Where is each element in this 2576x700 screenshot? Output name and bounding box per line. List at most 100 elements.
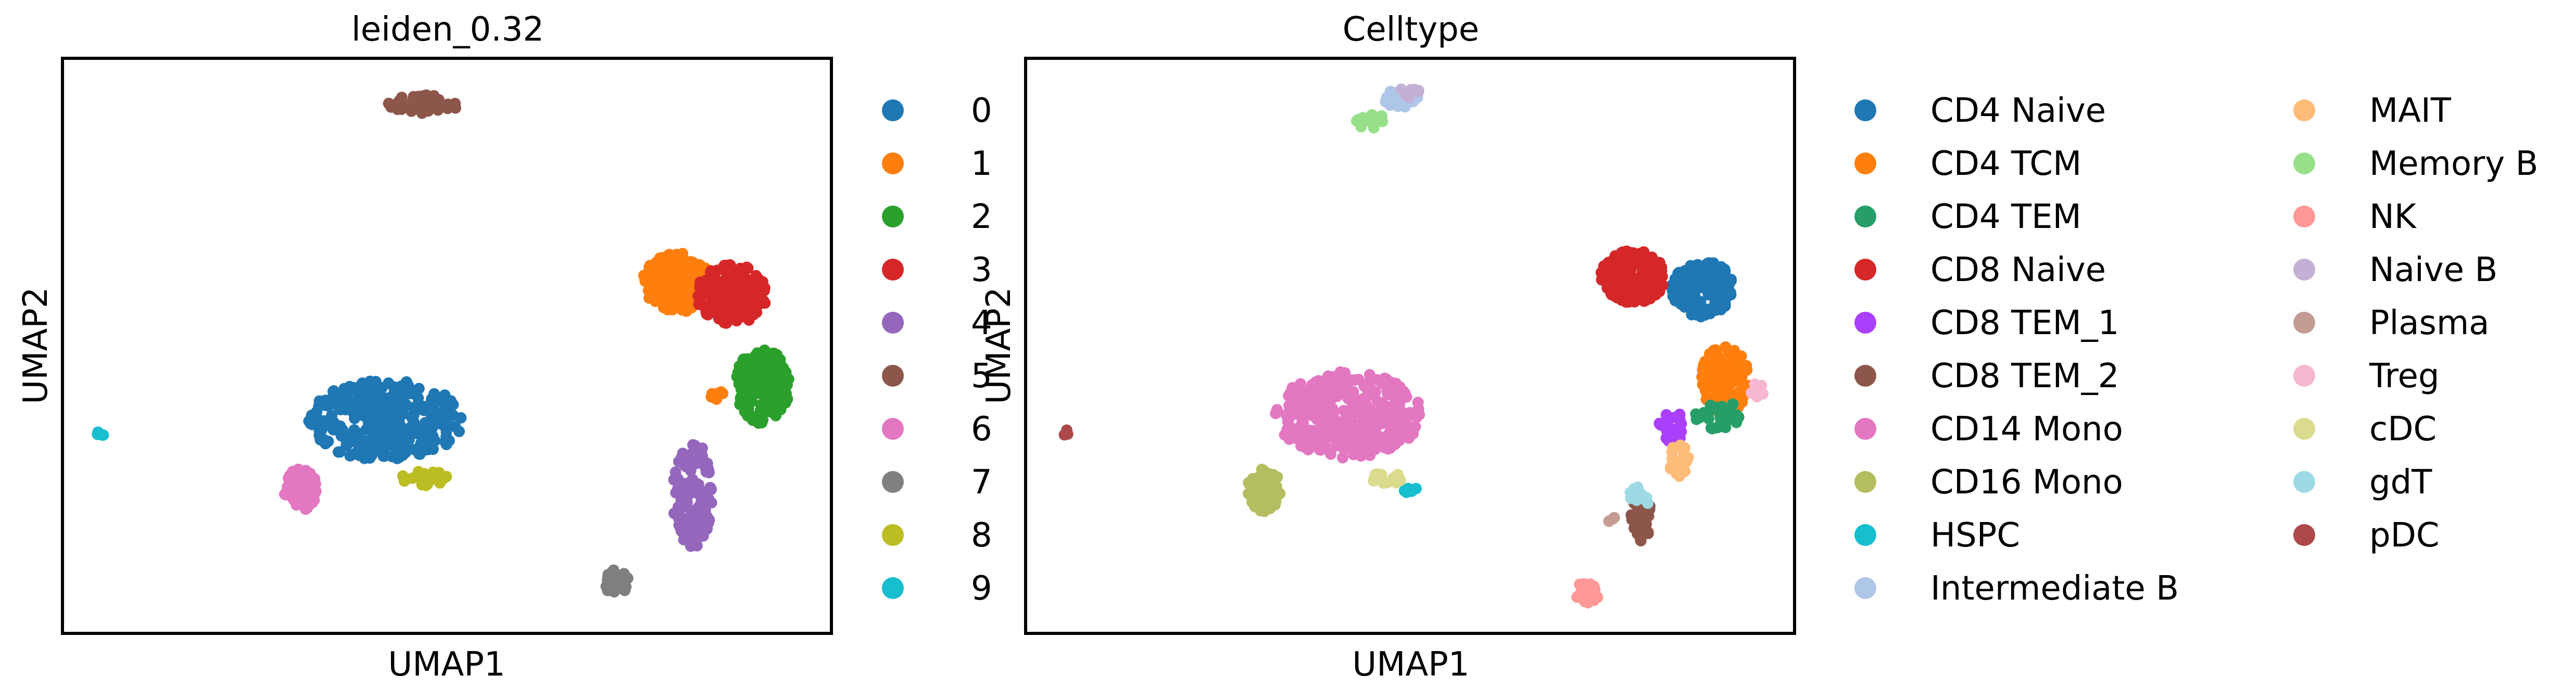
data-point xyxy=(1295,432,1307,444)
data-point xyxy=(1410,482,1422,494)
legend-label: MAIT xyxy=(2369,92,2452,130)
data-point xyxy=(748,309,760,321)
legend-label: Treg xyxy=(2369,357,2440,396)
data-point xyxy=(690,504,701,516)
data-point xyxy=(645,284,656,295)
data-point xyxy=(1698,282,1710,294)
data-point xyxy=(699,518,711,530)
data-point xyxy=(1603,272,1615,284)
data-point xyxy=(368,413,380,424)
legend-item: MAIT xyxy=(2293,92,2452,130)
legend-item: CD16 Mono xyxy=(1854,463,2123,502)
legend-marker xyxy=(1854,418,1876,440)
legend-marker xyxy=(2293,471,2315,493)
legend-item: 8 xyxy=(882,516,992,555)
data-point xyxy=(1372,406,1384,418)
data-point xyxy=(303,499,315,511)
data-point xyxy=(754,275,766,287)
data-point xyxy=(1255,482,1267,494)
data-point xyxy=(675,494,687,506)
data-point xyxy=(701,308,713,320)
data-point xyxy=(409,444,421,456)
legend-item: Intermediate B xyxy=(1854,569,2179,608)
data-point xyxy=(742,262,754,274)
data-point xyxy=(1749,378,1761,390)
data-point xyxy=(614,575,626,587)
data-point xyxy=(755,399,767,411)
data-point xyxy=(387,413,399,425)
data-point xyxy=(714,388,726,400)
data-point xyxy=(1338,415,1350,427)
legend-item: 3 xyxy=(882,251,992,289)
x-axis-label: UMAP1 xyxy=(1352,645,1469,684)
data-point xyxy=(421,440,433,452)
data-point xyxy=(1409,421,1421,432)
data-point xyxy=(711,264,723,276)
legend-item: 2 xyxy=(882,198,992,236)
data-point xyxy=(1662,421,1673,433)
data-point xyxy=(371,445,383,457)
chart-title: Celltype xyxy=(1343,10,1480,49)
data-point xyxy=(1303,402,1315,414)
legend-item: CD4 TCM xyxy=(1854,145,2081,183)
data-point xyxy=(433,394,445,406)
data-point xyxy=(694,263,706,275)
data-point xyxy=(402,380,414,392)
data-point xyxy=(1381,385,1393,397)
data-point xyxy=(1337,377,1349,389)
data-point xyxy=(676,455,688,467)
data-point xyxy=(1283,432,1295,444)
data-point xyxy=(1678,442,1690,454)
data-point xyxy=(1727,398,1739,410)
data-point xyxy=(344,450,356,462)
data-point xyxy=(405,421,417,433)
legend-marker xyxy=(1854,99,1876,121)
legend-label: gdT xyxy=(2369,463,2432,502)
data-point xyxy=(671,292,683,304)
data-point xyxy=(713,277,725,289)
legend-marker xyxy=(882,152,904,174)
legend-item: NK xyxy=(2293,198,2417,236)
data-point xyxy=(1380,431,1392,442)
data-point xyxy=(1284,411,1296,423)
data-point xyxy=(687,439,699,451)
legend-label: Naive B xyxy=(2369,251,2497,289)
legend-label: 0 xyxy=(971,92,992,130)
data-point xyxy=(317,396,329,408)
data-point xyxy=(1390,426,1401,438)
legend-label: Intermediate B xyxy=(1930,569,2179,608)
legend-item: 0 xyxy=(882,92,992,130)
data-point xyxy=(1721,286,1732,298)
data-point xyxy=(725,274,737,286)
data-point xyxy=(675,523,687,534)
legend-marker xyxy=(1854,471,1876,493)
legend-marker xyxy=(2293,259,2315,281)
data-point xyxy=(1660,432,1672,444)
legend-item: CD8 TEM_1 xyxy=(1854,304,2119,342)
data-point xyxy=(1670,442,1682,454)
data-point xyxy=(1751,389,1762,400)
data-point xyxy=(376,382,388,394)
data-point xyxy=(303,415,315,427)
data-point xyxy=(1711,286,1723,298)
legend-marker xyxy=(2293,152,2315,174)
data-point xyxy=(1363,441,1375,453)
data-point xyxy=(1741,364,1753,376)
legend-item: pDC xyxy=(2293,516,2440,555)
data-point xyxy=(1705,270,1717,282)
legend-marker xyxy=(882,206,904,227)
data-point xyxy=(1700,364,1712,376)
legend-label: 8 xyxy=(971,516,992,555)
y-axis-label: UMAP2 xyxy=(980,287,1018,404)
legend-label: 1 xyxy=(971,145,992,183)
legend-item: Treg xyxy=(2293,357,2440,396)
data-point xyxy=(376,425,388,437)
legend-marker xyxy=(2293,312,2315,334)
legend-item: Plasma xyxy=(2293,304,2490,342)
data-point xyxy=(1608,512,1620,524)
data-point xyxy=(756,374,768,386)
legend-item: CD8 TEM_2 xyxy=(1854,357,2119,396)
legend-marker xyxy=(882,524,904,546)
legend-label: pDC xyxy=(2369,516,2440,555)
data-point xyxy=(685,517,697,529)
